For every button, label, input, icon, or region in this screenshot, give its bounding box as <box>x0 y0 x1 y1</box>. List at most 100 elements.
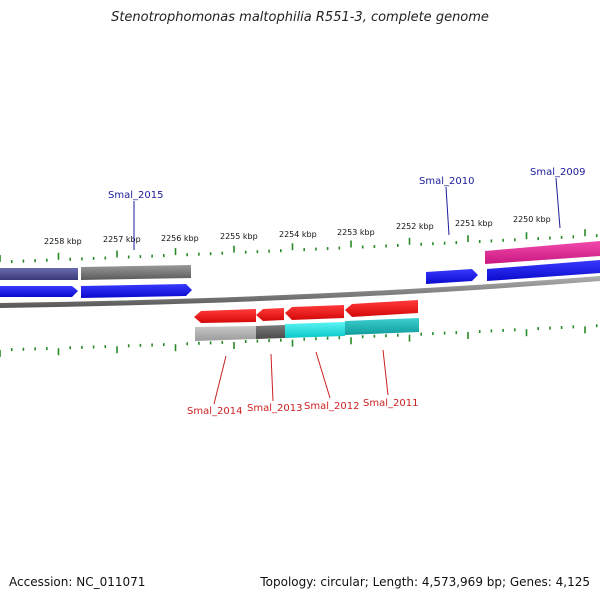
leader-line-smal-2010 <box>445 186 450 236</box>
inner-ruler-minor-tick <box>303 337 305 341</box>
inner-ruler-minor-tick <box>69 346 71 350</box>
inner-ruler-major-tick <box>584 326 586 334</box>
outer-ruler-major-tick <box>291 243 294 251</box>
outer-ruler-minor-tick <box>81 257 83 261</box>
outer-ruler-minor-tick <box>163 254 165 258</box>
outer-tick-ruler <box>0 229 598 264</box>
inner-ruler-minor-tick <box>502 328 504 332</box>
cds-arrow-red-1[interactable] <box>194 309 256 323</box>
genome-summary-text: Topology: circular; Length: 4,573,969 bp… <box>260 575 590 589</box>
inner-ruler-minor-tick <box>104 345 107 349</box>
cds-arrow-blue-2[interactable] <box>81 284 192 298</box>
leader-line-smal-2009 <box>555 177 561 229</box>
tick-label-2254: 2254 kbp <box>279 230 317 239</box>
inner-ruler-minor-tick <box>34 347 36 351</box>
outer-ruler-minor-tick <box>397 243 399 247</box>
outer-ruler-minor-tick <box>478 240 481 243</box>
outer-ruler-minor-tick <box>595 234 598 238</box>
outer-ruler-minor-tick <box>385 244 387 248</box>
gene-block-darkgray[interactable] <box>256 325 285 339</box>
tick-label-2256: 2256 kbp <box>161 234 199 243</box>
gene-label-smal-2010[interactable]: Smal_2010 <box>419 176 474 187</box>
outer-ruler-minor-tick <box>104 256 107 260</box>
gene-block-magenta[interactable] <box>485 241 600 264</box>
outer-ruler-minor-tick <box>361 245 364 249</box>
gene-block-indigo[interactable] <box>0 268 78 280</box>
inner-ruler-minor-tick <box>315 337 317 341</box>
inner-ruler-minor-tick <box>537 327 539 331</box>
outer-ruler-minor-tick <box>244 250 247 254</box>
inner-ruler-minor-tick <box>326 336 329 340</box>
outer-ruler-minor-tick <box>198 252 200 256</box>
leader-line-smal-2012 <box>315 351 331 399</box>
inner-ruler-minor-tick <box>163 343 165 347</box>
outer-ruler-major-tick <box>408 237 411 245</box>
gene-block-lightgray[interactable] <box>195 326 256 341</box>
inner-ruler-minor-tick <box>478 330 481 333</box>
outer-ruler-minor-tick <box>502 238 504 242</box>
inner-ruler-minor-tick <box>127 344 130 348</box>
gene-label-smal-2009[interactable]: Smal_2009 <box>530 167 585 178</box>
outer-ruler-minor-tick <box>209 252 212 256</box>
tick-label-2257: 2257 kbp <box>103 235 141 244</box>
inner-ruler-minor-tick <box>549 326 551 330</box>
cds-arrow-red-2[interactable] <box>256 308 284 321</box>
gene-label-smal-2013[interactable]: Smal_2013 <box>247 403 302 414</box>
cds-arrow-blue-4[interactable] <box>487 260 600 281</box>
inner-ruler-minor-tick <box>338 336 341 340</box>
outer-ruler-minor-tick <box>256 250 259 254</box>
outer-ruler-minor-tick <box>303 248 305 252</box>
outer-ruler-minor-tick <box>432 242 434 246</box>
outer-ruler-minor-tick <box>92 256 95 260</box>
cds-arrow-blue-1[interactable] <box>0 286 78 297</box>
inner-ruler-minor-tick <box>361 335 364 339</box>
gene-label-smal-2014[interactable]: Smal_2014 <box>187 406 242 417</box>
gene-block-teal[interactable] <box>345 318 419 335</box>
inner-ruler-minor-tick <box>455 331 458 335</box>
inner-ruler-major-tick <box>174 344 177 352</box>
map-title: Stenotrophomonas maltophilia R551-3, com… <box>111 10 489 25</box>
inner-ruler-minor-tick <box>46 347 48 351</box>
inner-ruler-minor-tick <box>560 326 563 329</box>
outer-ruler-major-tick <box>174 248 177 256</box>
inner-ruler-minor-tick <box>572 325 575 329</box>
inner-ruler-major-tick <box>0 350 1 357</box>
inner-ruler-minor-tick <box>244 340 247 343</box>
outer-ruler-minor-tick <box>572 235 575 239</box>
outer-ruler-minor-tick <box>514 238 516 242</box>
outer-ruler-major-tick <box>233 245 235 253</box>
outer-ruler-minor-tick <box>221 251 224 255</box>
cds-arrow-blue-3[interactable] <box>426 269 478 284</box>
inner-ruler-major-tick <box>116 346 118 354</box>
inner-tick-ruler <box>0 324 598 357</box>
leader-line-smal-2014 <box>213 355 227 405</box>
inner-ruler-major-tick <box>350 337 352 345</box>
inner-ruler-minor-tick <box>490 329 493 333</box>
outer-ruler-minor-tick <box>373 245 376 248</box>
inner-ruler-minor-tick <box>92 345 95 349</box>
outer-ruler-minor-tick <box>139 255 142 259</box>
cds-arrow-red-3[interactable] <box>285 305 344 320</box>
inner-ruler-minor-tick <box>373 334 376 338</box>
inner-ruler-major-tick <box>233 342 235 349</box>
forward-gene-labels: Smal_2015 Smal_2010 Smal_2009 <box>108 167 585 250</box>
outer-ruler-minor-tick <box>338 246 341 250</box>
leader-line-smal-2011 <box>382 349 389 396</box>
inner-ruler-major-tick <box>467 332 469 339</box>
outer-ruler-minor-tick <box>34 259 36 263</box>
inner-ruler-major-tick <box>291 339 294 347</box>
gene-label-smal-2015[interactable]: Smal_2015 <box>108 190 163 201</box>
tick-label-2255: 2255 kbp <box>220 232 258 241</box>
gene-block-gray[interactable] <box>81 265 191 280</box>
inner-ruler-minor-tick <box>514 328 516 332</box>
forward-strand-genes <box>0 241 600 298</box>
gene-label-smal-2011[interactable]: Smal_2011 <box>363 398 418 409</box>
inner-ruler-major-tick <box>408 334 411 342</box>
inner-ruler-minor-tick <box>151 343 153 347</box>
gene-label-smal-2012[interactable]: Smal_2012 <box>304 401 359 412</box>
cds-arrow-red-4[interactable] <box>345 300 418 317</box>
gene-block-cyan[interactable] <box>285 322 345 338</box>
outer-ruler-major-tick <box>525 232 528 240</box>
